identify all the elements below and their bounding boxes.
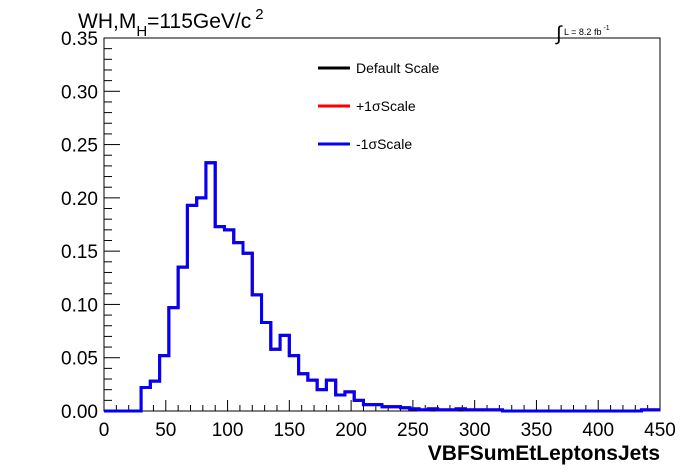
chart-title: WH,MH=115GeV/c 2: [78, 6, 264, 40]
x-axis-label: VBFSumEtLeptonsJets: [428, 442, 660, 465]
x-tick-label: 350: [521, 420, 553, 441]
y-axis: 0.00 0.05 0.10 0.15 0.20 0.25 0.30 0.35: [61, 29, 120, 423]
x-tick-label: 50: [155, 420, 176, 441]
y-tick-label: 0.35: [61, 29, 98, 50]
y-tick-label: 0.10: [61, 295, 98, 316]
x-tick-label: 300: [459, 420, 491, 441]
legend-label: -1σScale: [356, 136, 412, 152]
legend-label: Default Scale: [356, 60, 439, 76]
x-tick-label: 400: [582, 420, 614, 441]
y-tick-label: 0.20: [61, 189, 98, 210]
title-superscript: 2: [255, 6, 264, 23]
x-tick-label: 100: [212, 420, 244, 441]
title-main: WH,M: [78, 10, 137, 33]
y-tick-label: 0.05: [61, 349, 98, 370]
luminosity-text: L = 8.2 fb: [564, 27, 602, 37]
series-line: [104, 161, 660, 413]
title-subscript: H: [136, 23, 148, 40]
luminosity-superscript: -1: [603, 25, 610, 32]
legend-label: +1σScale: [356, 98, 416, 114]
x-tick-label: 250: [397, 420, 429, 441]
x-tick-label: 200: [335, 420, 367, 441]
series-line: [104, 161, 660, 413]
title-rest: =115GeV/c: [147, 10, 252, 33]
luminosity-label: ∫ L = 8.2 fb -1: [556, 18, 610, 45]
integral-symbol-icon: ∫: [556, 23, 562, 45]
series-layer: [104, 161, 660, 413]
series-line: [104, 161, 660, 413]
y-tick-label: 0.15: [61, 242, 98, 263]
x-tick-label: 0: [99, 420, 110, 441]
y-tick-label: 0.00: [61, 402, 98, 423]
x-tick-label: 150: [273, 420, 305, 441]
y-tick-label: 0.25: [61, 136, 98, 157]
y-tick-label: 0.30: [61, 82, 98, 103]
x-tick-label: 450: [644, 420, 676, 441]
legend: Default Scale +1σScale -1σScale: [318, 60, 439, 152]
